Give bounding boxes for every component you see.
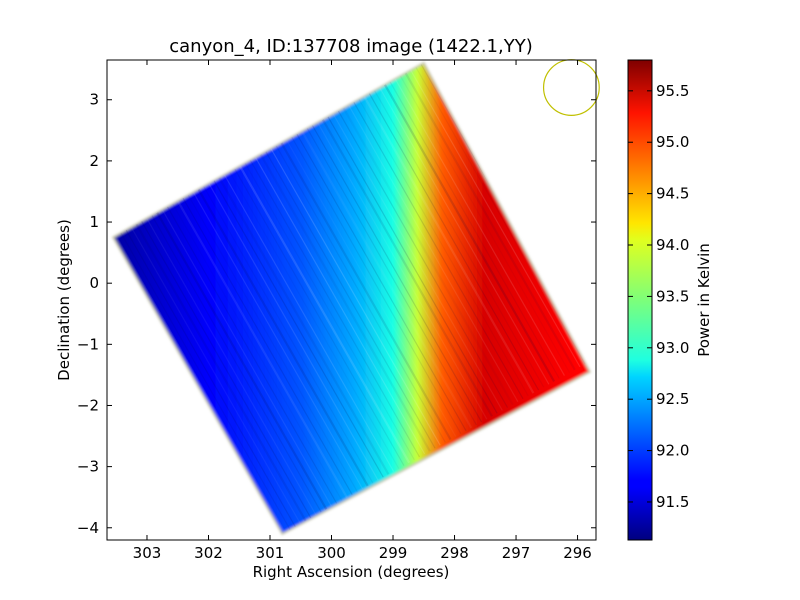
y-tick-label: −3 — [77, 458, 99, 476]
stripe-layer — [114, 64, 590, 533]
scan-stripe — [254, 157, 426, 455]
scan-stripe — [327, 116, 498, 414]
chart-title: canyon_4, ID:137708 image (1422.1,YY) — [169, 36, 533, 57]
scan-stripe — [151, 215, 322, 513]
scan-stripe — [291, 136, 462, 434]
scan-stripe — [301, 130, 473, 429]
scan-stripe — [379, 87, 550, 385]
scan-stripe — [156, 212, 328, 510]
scan-stripe — [141, 221, 312, 519]
scan-stripe — [234, 168, 405, 466]
scan-stripe — [317, 122, 488, 420]
x-tick-label: 297 — [502, 544, 531, 562]
scan-stripe — [280, 142, 452, 441]
y-tick-label: −2 — [77, 396, 99, 414]
colorbar-tick-label: 93.0 — [656, 339, 689, 357]
colorbar-tick-label: 92.0 — [656, 442, 689, 460]
scan-stripe — [166, 206, 338, 504]
scan-stripe — [311, 125, 483, 423]
footprint — [111, 61, 592, 536]
scan-stripe — [342, 107, 514, 406]
beam-marker — [542, 59, 600, 116]
scan-stripe — [146, 218, 317, 516]
scan-stripe — [348, 104, 519, 403]
colorbar-tick-label: 92.5 — [656, 390, 689, 408]
y-tick-label: 2 — [89, 152, 99, 170]
scan-stripe — [213, 180, 384, 478]
colorbar-tick-label: 95.5 — [656, 82, 689, 100]
scan-stripe — [270, 148, 441, 446]
scan-stripe — [203, 186, 374, 484]
scan-stripe — [192, 192, 364, 490]
x-tick-label: 298 — [440, 544, 469, 562]
scan-stripe — [358, 99, 529, 397]
footprint-layer — [111, 61, 592, 536]
scan-stripe — [182, 197, 353, 495]
scan-stripe — [332, 113, 503, 411]
colorbar-tick-label: 94.5 — [656, 185, 689, 203]
scan-stripe — [229, 171, 400, 469]
scan-stripe — [135, 223, 307, 522]
scan-stripe — [249, 160, 421, 458]
scan-stripe — [415, 67, 586, 365]
scan-stripe — [130, 226, 301, 525]
scan-stripe — [265, 151, 436, 449]
scan-stripe — [410, 70, 581, 368]
scan-stripe — [176, 200, 348, 499]
colorbar-tick-label: 91.5 — [656, 493, 689, 511]
scan-stripe — [353, 101, 524, 400]
x-tick-label: 300 — [317, 544, 346, 562]
x-axis: 303 302 301 300 299 298 297 296 — [133, 60, 592, 562]
y-tick-label: 1 — [89, 213, 99, 231]
colorbar — [627, 59, 653, 541]
scan-stripe — [296, 133, 467, 432]
scan-stripe — [239, 165, 411, 464]
scan-stripe — [363, 95, 535, 394]
scan-stripe — [368, 93, 540, 391]
scan-stripe — [223, 174, 395, 472]
plot-frame — [106, 59, 597, 541]
scan-stripe — [120, 232, 291, 530]
scan-stripe — [394, 78, 565, 376]
scan-stripe — [197, 188, 369, 487]
scan-stripe — [125, 229, 296, 527]
colorbar-axis: 91.5 92.0 92.5 93.0 93.5 94.0 94.5 95.0 95.5 — [628, 82, 689, 511]
scan-stripe — [306, 128, 477, 426]
scan-stripe — [404, 72, 576, 371]
y-axis: −4 −3 −2 −1 0 1 2 3 — [77, 91, 596, 537]
colorbar-tick-label: 95.0 — [656, 133, 689, 151]
scan-stripe — [187, 194, 358, 493]
colorbar-label: Power in Kelvin — [695, 243, 713, 357]
colorbar-tick-label: 93.5 — [656, 287, 689, 305]
scan-stripe — [114, 235, 286, 533]
scan-stripe — [383, 84, 556, 382]
scan-stripe — [259, 154, 431, 452]
x-axis-label: Right Ascension (degrees) — [253, 563, 450, 581]
y-axis-label: Declination (degrees) — [55, 219, 73, 381]
y-tick-label: 0 — [89, 274, 99, 292]
x-tick-label: 299 — [379, 544, 408, 562]
x-tick-label: 301 — [256, 544, 285, 562]
x-tick-label: 296 — [563, 544, 592, 562]
scan-stripe — [389, 81, 560, 379]
y-tick-label: −4 — [77, 519, 99, 537]
scan-stripe — [399, 75, 571, 373]
scan-stripe — [374, 90, 545, 388]
scan-stripe — [275, 145, 446, 443]
scan-stripe — [337, 110, 509, 408]
scan-stripe — [208, 183, 379, 481]
scan-stripe — [244, 162, 415, 461]
scan-stripe — [286, 139, 457, 437]
colorbar-tick-label: 94.0 — [656, 236, 689, 254]
x-tick-label: 303 — [133, 544, 162, 562]
x-tick-label: 302 — [194, 544, 223, 562]
scan-stripe — [218, 177, 390, 475]
scan-stripe — [161, 209, 333, 507]
scan-stripe — [321, 119, 493, 417]
y-tick-label: 3 — [89, 91, 99, 109]
scan-stripe — [172, 203, 343, 501]
y-tick-label: −1 — [77, 335, 99, 353]
